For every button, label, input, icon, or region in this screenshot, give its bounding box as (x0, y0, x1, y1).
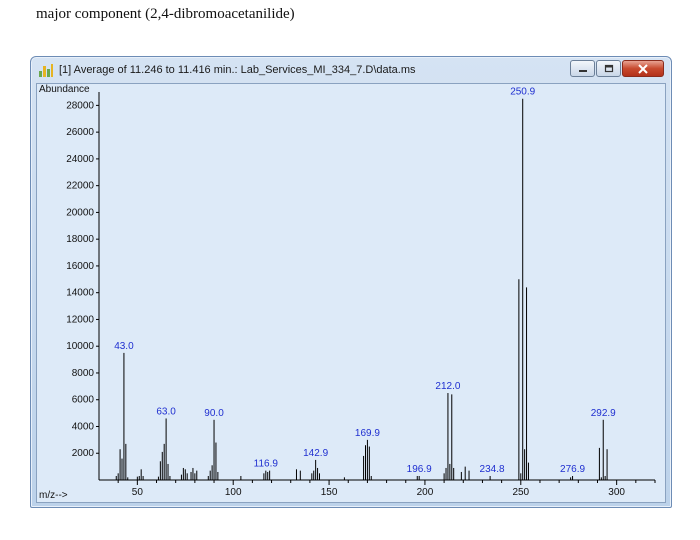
x-tick-label: 100 (225, 487, 242, 498)
peak-label: 234.8 (480, 464, 505, 475)
y-tick-label: 12000 (66, 314, 94, 325)
y-tick-label: 24000 (66, 154, 94, 165)
y-tick-label: 26000 (66, 127, 94, 138)
y-tick-label: 8000 (72, 368, 95, 379)
restore-icon (604, 64, 613, 73)
peak-label: 142.9 (303, 448, 328, 459)
y-tick-label: 4000 (72, 421, 95, 432)
window-titlebar[interactable]: [1] Average of 11.246 to 11.416 min.: La… (31, 57, 671, 83)
chart-peaks (115, 98, 608, 480)
x-axis-title: m/z--> (39, 490, 68, 501)
x-tick-label: 250 (512, 487, 529, 498)
y-tick-label: 2000 (72, 448, 95, 459)
close-button[interactable] (622, 60, 664, 77)
chart-axes: 2000 4000 6000 8000 10000 12000 14000 16000 1800… (66, 92, 656, 498)
x-tick-label: 300 (608, 487, 625, 498)
chart-peak-labels: 43.0 63.0 90.0 116.9 142.9 169.9 196.9 212.0 234… (114, 87, 616, 475)
restore-button[interactable] (596, 60, 621, 77)
peak-label: 250.9 (510, 87, 535, 98)
y-tick-label: 18000 (66, 234, 94, 245)
x-tick-label: 150 (321, 487, 338, 498)
y-tick-label: 14000 (66, 288, 94, 299)
peak-label: 169.9 (355, 428, 380, 439)
plot-area[interactable]: 2000 4000 6000 8000 10000 12000 14000 16000 1800… (36, 83, 666, 503)
peak-label: 212.0 (435, 381, 460, 392)
spectrum-app-icon[interactable] (38, 62, 54, 78)
x-tick-label: 50 (132, 487, 144, 498)
y-tick-label: 6000 (72, 395, 95, 406)
window-title: [1] Average of 11.246 to 11.416 min.: La… (59, 64, 416, 76)
y-tick-label: 16000 (66, 261, 94, 272)
peak-label: 90.0 (204, 408, 224, 419)
window-controls (570, 60, 664, 77)
minimize-button[interactable] (570, 60, 595, 77)
peak-label: 276.9 (560, 464, 585, 475)
y-tick-label: 22000 (66, 181, 94, 192)
close-icon (638, 63, 648, 74)
y-tick-label: 28000 (66, 100, 94, 111)
figure-caption: major component (2,4-dibromoacetanilide) (36, 6, 295, 22)
peak-label: 196.9 (407, 464, 432, 475)
minimize-icon (578, 69, 587, 72)
spectrum-window[interactable]: [1] Average of 11.246 to 11.416 min.: La… (30, 56, 672, 508)
mass-spectrum-chart: 2000 4000 6000 8000 10000 12000 14000 16000 1800… (39, 84, 656, 501)
y-tick-label: 20000 (66, 207, 94, 218)
peak-label: 116.9 (254, 459, 279, 470)
peak-label: 63.0 (156, 406, 176, 417)
peak-label: 43.0 (114, 341, 134, 352)
y-axis-title: Abundance (39, 84, 90, 95)
x-tick-label: 200 (417, 487, 434, 498)
peak-label: 292.9 (591, 408, 616, 419)
y-tick-label: 10000 (66, 341, 94, 352)
